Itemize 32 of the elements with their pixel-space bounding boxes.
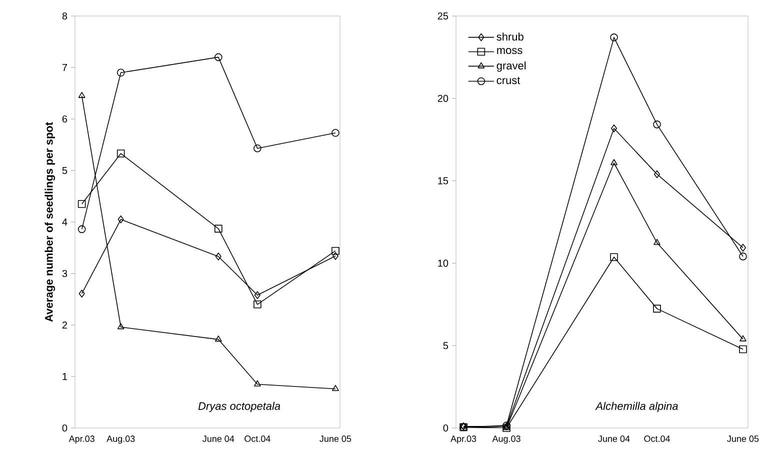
y-tick-label: 7 [62,64,67,71]
x-tick-label: June 04 [598,436,630,442]
x-tick-label: June 05 [727,436,759,442]
y-tick-label: 10 [438,260,448,267]
legend-label: moss [497,48,522,54]
annotation: Dryas octopetala [198,402,280,412]
y-tick-label: 0 [443,424,448,432]
y-tick-label: 15 [438,177,448,184]
y-axis-title: Average number of seedlings per spot [44,122,56,322]
legend-label: shrub [496,32,524,41]
x-tick-label: Aug.03 [106,436,135,444]
x-tick-label: Aug.03 [492,436,520,444]
y-tick-label: 20 [438,94,448,102]
x-tick-label: Oct.04 [244,436,270,442]
x-tick-label: June 05 [320,436,352,442]
y-tick-label: 8 [62,12,68,20]
y-tick-label: 0 [62,424,68,432]
y-tick-label: 5 [62,167,68,174]
annotation: Alchemilla alpina [595,402,678,412]
y-tick-label: 1 [62,373,68,380]
legend-label: gravel [496,61,526,72]
x-tick-label: Oct.04 [644,436,670,442]
x-tick-label: June 04 [202,436,234,442]
y-tick-label: 3 [62,270,68,278]
legend-label: crust [496,76,520,84]
y-tick-label: 6 [62,115,68,123]
x-tick-label: Apr.03 [68,436,94,444]
y-tick-label: 2 [62,322,67,328]
y-tick-label: 4 [62,218,68,226]
y-tick-label: 5 [443,342,448,350]
x-tick-label: Apr.03 [450,436,476,444]
y-tick-label: 25 [438,12,448,20]
